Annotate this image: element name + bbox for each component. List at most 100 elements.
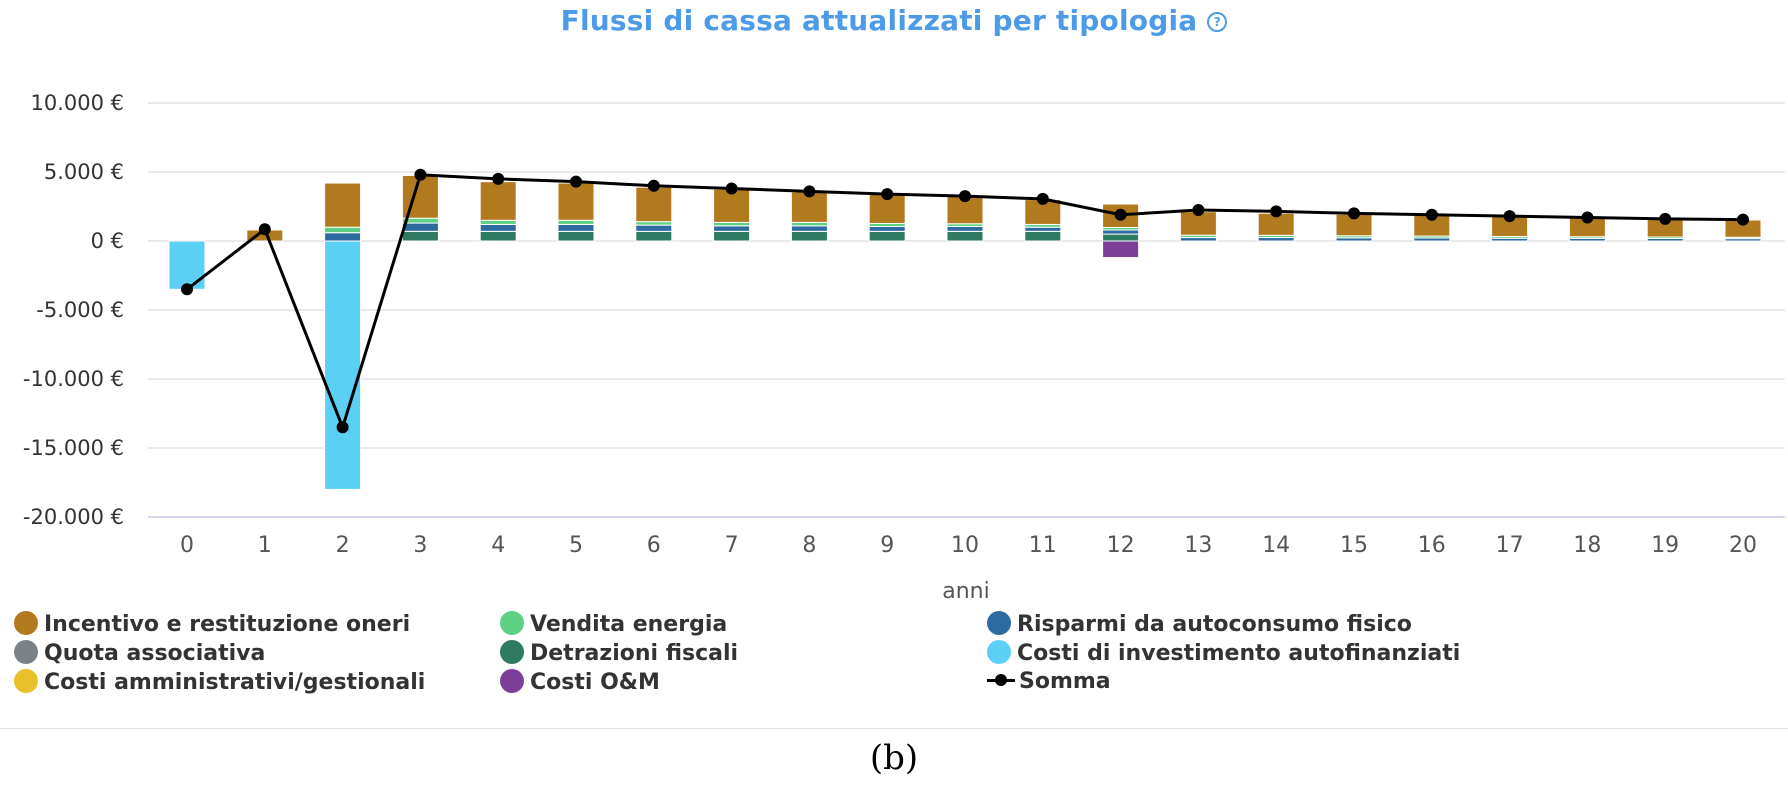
x-tick-label: 9 <box>880 533 894 558</box>
legend-item[interactable]: Somma <box>987 669 1111 694</box>
bar-segment <box>401 222 439 232</box>
x-tick-label: 0 <box>180 533 194 558</box>
sum-point <box>1192 203 1205 216</box>
legend-item[interactable]: Costi amministrativi/gestionali <box>14 669 425 695</box>
y-tick-label: -15.000 € <box>23 436 124 460</box>
bar-segment <box>557 223 595 232</box>
bar-segment <box>946 230 984 242</box>
bar-segment <box>1024 230 1062 242</box>
bar-segment <box>1102 233 1140 242</box>
y-tick-label: -20.000 € <box>23 505 124 529</box>
y-tick-label: -5.000 € <box>36 298 124 322</box>
legend-item[interactable]: Quota associativa <box>14 640 265 666</box>
bar-segment <box>479 223 517 232</box>
legend-label: Somma <box>1019 669 1111 694</box>
x-tick-label: 19 <box>1651 533 1679 558</box>
x-tick-label: 16 <box>1418 533 1446 558</box>
bar-segment <box>557 230 595 242</box>
x-tick-label: 7 <box>725 533 739 558</box>
legend-label: Costi amministrativi/gestionali <box>44 670 426 695</box>
legend-item[interactable]: Costi O&M <box>500 669 660 695</box>
legend-dot-marker-icon <box>500 611 524 635</box>
x-tick-label: 5 <box>569 533 583 558</box>
legend-dot-marker-icon <box>500 669 524 693</box>
legend-item[interactable]: Detrazioni fiscali <box>500 640 738 666</box>
sum-point <box>647 179 660 192</box>
bar-segment <box>635 230 673 242</box>
chart-title-row: Flussi di cassa attualizzati per tipolog… <box>0 4 1788 37</box>
x-tick-label: 8 <box>802 533 816 558</box>
x-tick-label: 6 <box>647 533 661 558</box>
sum-point <box>492 172 505 185</box>
bar-segment <box>790 221 828 227</box>
bar-segment <box>790 230 828 242</box>
bar-segment <box>324 240 362 490</box>
legend-label: Detrazioni fiscali <box>530 641 739 666</box>
bar-segment <box>790 225 828 232</box>
legend-dot-marker-icon <box>14 640 38 664</box>
bar-segment <box>1257 237 1295 242</box>
x-tick-label: 2 <box>336 533 350 558</box>
bar-segment <box>635 186 673 223</box>
bar-segment <box>713 225 751 232</box>
x-tick-label: 11 <box>1029 533 1057 558</box>
bar-segment <box>479 219 517 225</box>
x-tick-label: 17 <box>1496 533 1524 558</box>
legend-item[interactable]: Risparmi da autoconsumo fisico <box>987 611 1412 637</box>
sum-point <box>1425 208 1438 221</box>
sum-point <box>1659 212 1672 225</box>
sum-point <box>570 175 582 188</box>
x-tick-label: 15 <box>1340 533 1368 558</box>
legend-dot-marker-icon <box>987 611 1011 635</box>
bar-segment <box>635 224 673 232</box>
x-tick-label: 3 <box>413 533 427 558</box>
legend-label: Incentivo e restituzione oneri <box>44 612 411 637</box>
legend-item[interactable]: Costi di investimento autofinanziati <box>987 640 1460 666</box>
bar-segment <box>1102 240 1140 259</box>
sum-point <box>1036 192 1049 205</box>
legend-label: Vendita energia <box>530 612 728 637</box>
sum-point <box>336 421 349 434</box>
sum-point <box>881 188 894 201</box>
y-tick-label: -10.000 € <box>23 367 124 391</box>
sum-point <box>725 182 738 195</box>
legend-dot-marker-icon <box>14 611 38 635</box>
help-icon[interactable]: ? <box>1207 12 1228 32</box>
x-tick-label: 13 <box>1184 533 1212 558</box>
y-tick-label: 0 € <box>91 229 124 253</box>
sum-point <box>1503 210 1516 223</box>
sum-point <box>258 223 271 236</box>
bar-segment <box>324 182 362 228</box>
bar-segment <box>635 221 673 226</box>
legend-label: Quota associativa <box>44 641 266 666</box>
bar-segment <box>868 226 906 232</box>
bar-segment <box>479 181 517 221</box>
legend-item[interactable]: Incentivo e restituzione oneri <box>14 611 410 637</box>
sum-point <box>1270 205 1283 218</box>
bar-segment <box>479 230 517 242</box>
x-tick-label: 12 <box>1107 533 1135 558</box>
x-tick-label: 20 <box>1729 533 1757 558</box>
legend-dot-marker-icon <box>14 669 38 693</box>
legend-line-marker-icon <box>987 670 1015 690</box>
legend-label: Costi O&M <box>530 670 660 695</box>
bar-segment <box>324 226 362 234</box>
sum-point <box>1581 211 1594 224</box>
sum-point <box>414 168 427 181</box>
bar-segment <box>401 230 439 242</box>
sum-point <box>181 283 193 296</box>
bar-segment <box>868 230 906 242</box>
separator <box>0 728 1788 729</box>
x-tick-label: 14 <box>1262 533 1290 558</box>
bar-segment <box>1179 237 1217 242</box>
sum-point <box>1114 208 1127 221</box>
legend-label: Costi di investimento autofinanziati <box>1017 641 1461 666</box>
sum-point <box>1737 213 1749 226</box>
bar-segment <box>1024 226 1062 232</box>
bar-segment <box>713 221 751 227</box>
legend-item[interactable]: Vendita energia <box>500 611 727 637</box>
bar-segment <box>713 230 751 242</box>
sum-point <box>1348 207 1360 220</box>
bar-segment <box>324 232 362 242</box>
x-tick-label: 1 <box>258 533 272 558</box>
